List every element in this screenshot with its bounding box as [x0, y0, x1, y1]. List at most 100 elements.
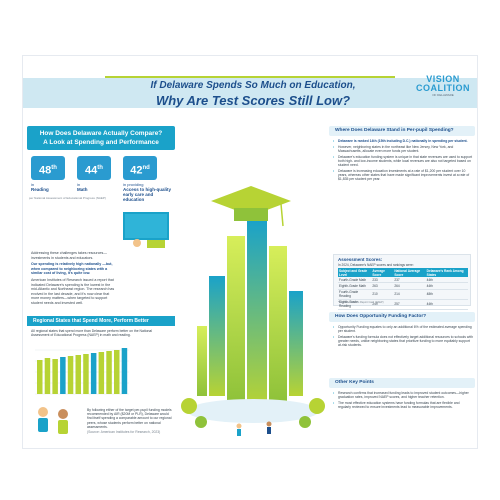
rank-math-suffix: th [97, 165, 103, 171]
regional-bar-chart [35, 348, 129, 395]
list-item: The most effective education systems hav… [333, 401, 473, 409]
list-item: Delaware is increasing education investm… [333, 169, 473, 182]
title-accent-line [105, 76, 395, 78]
table-row: Fourth-Grade Math 233 237 44th [338, 277, 468, 284]
rank-reading-suffix: th [51, 165, 57, 171]
child-head-2 [58, 409, 68, 419]
child-head [38, 407, 48, 417]
logo-line-3: OF DELAWARE [432, 93, 454, 97]
tree [181, 398, 197, 414]
vision-coalition-logo: VISION COALITION OF DELAWARE [416, 74, 470, 104]
child-body [38, 418, 48, 432]
naep-subtitle: In 2024, Delaware's NAEP scores and rank… [338, 263, 414, 267]
rank-early-care-suffix: nd [142, 165, 150, 171]
right-column: Where Does Delaware Stand in Per-pupil S… [329, 126, 475, 446]
cap-base [234, 208, 268, 221]
key-points-heading: Other Key Points [329, 378, 475, 388]
list-item: Research confirms that increased funding… [333, 391, 473, 399]
key-points-bullets: Research confirms that increased funding… [333, 391, 473, 411]
person [237, 429, 241, 436]
rank-reading-badge: 48th [31, 156, 65, 180]
regional-chart-text: All regional states that spend more than… [31, 329, 153, 338]
cap-board [211, 186, 291, 216]
chart-bar [121, 348, 128, 394]
person [266, 421, 272, 427]
children-illustration [38, 407, 68, 434]
logo-line-1: VISION [426, 74, 460, 84]
address-paragraph-2: Our spending is relatively high national… [31, 262, 113, 276]
table-header: Delaware's Rank Among States [425, 268, 468, 278]
people [236, 421, 272, 436]
chart-gridlines [35, 349, 129, 395]
list-item: Delaware's education funding system is u… [333, 155, 473, 168]
chart-bar [37, 360, 43, 394]
list-item: However, neighboring states in the north… [333, 145, 473, 153]
table-header: Subject and Grade Level [338, 268, 372, 278]
opportunity-funding-bullets: Opportunity Funding equates to only an a… [333, 325, 473, 349]
child-body-2 [58, 420, 68, 434]
table-header: National Average Score [393, 268, 426, 278]
person [267, 427, 271, 434]
per-pupil-heading: Where Does Delaware Stand in Per-pupil S… [329, 126, 475, 136]
table-header: Average Score [371, 268, 394, 278]
chalkboard-illustration [123, 212, 169, 248]
table-cell: 263 [371, 282, 394, 290]
table-cell: 44th [425, 282, 468, 290]
table-row: Eighth-Grade Reading 249 257 44th [338, 299, 468, 310]
table-cell: 257 [393, 299, 426, 310]
chart-bar [90, 353, 97, 394]
rank-early-care-value: 42 [130, 164, 143, 177]
student-figure [133, 239, 141, 247]
bottom-paragraph: By following either of the target per-pu… [87, 408, 172, 429]
rank-early-care-label: in providing Access to high-quality early… [123, 182, 173, 202]
chart-bar [44, 358, 51, 394]
tower [197, 326, 207, 396]
rank-early-care-badge: 42nd [123, 156, 157, 180]
address-paragraph-3: American Institutes of Research issued a… [31, 277, 115, 305]
rank-math-badge: 44th [77, 156, 111, 180]
list-item: Delaware's funding formula does not effe… [333, 335, 473, 348]
left-column: How Does Delaware Actually Compare? A Lo… [27, 126, 175, 446]
chart-bar [106, 351, 112, 394]
table-cell: Fourth-Grade Reading [338, 289, 372, 300]
infographic-poster: If Delaware Spends So Much on Education,… [22, 55, 478, 449]
regional-chart-banner: Regional States that Spend More, Perform… [27, 316, 175, 326]
table-cell: Eighth-Grade Math [338, 282, 372, 290]
tower [209, 276, 225, 396]
table-row: Eighth-Grade Math 263 264 44th [338, 282, 468, 290]
cap-tassel [280, 203, 284, 227]
table-cell: 249 [371, 299, 394, 310]
title-line-1: If Delaware Spends So Much on Education, [150, 80, 356, 91]
title-line-2: Why Are Test Scores Still Low? [155, 93, 351, 108]
list-item: Delaware is ranked 14th (15th including … [333, 139, 473, 143]
naep-note: *Sources: Nation's Report Card (NAEP) [338, 301, 384, 304]
graduation-cap-towers-illustration [181, 186, 325, 436]
rank-math-text: Math [77, 187, 88, 192]
bottom-source: (Source: American Institutes for Researc… [87, 430, 161, 435]
naep-title: Assessment Scores: [338, 257, 383, 262]
tower [289, 291, 303, 396]
rank-reading-value: 48 [39, 164, 52, 177]
title-band [23, 78, 477, 108]
chart-bar [114, 350, 120, 394]
ground-shadow [187, 399, 319, 423]
chart-bar [75, 355, 81, 394]
tower [247, 221, 267, 406]
address-text: Addressing these challenges takes resour… [31, 251, 117, 306]
naep-scores-box: Assessment Scores: In 2024, Delaware's N… [333, 254, 471, 310]
opportunity-funding-heading: How Does Opportunity Funding Factor? [329, 312, 475, 322]
bottom-text: By following either of the target per-pu… [87, 408, 173, 434]
trees [181, 398, 325, 428]
graduation-cap-icon [211, 186, 291, 227]
per-pupil-bullets: Delaware is ranked 14th (15th including … [333, 139, 473, 183]
compare-banner: How Does Delaware Actually Compare? A Lo… [27, 126, 175, 150]
table-cell: 44th [425, 277, 468, 284]
table-cell: 214 [393, 289, 426, 300]
desk [147, 240, 165, 248]
towers [197, 221, 303, 406]
rank-reading-text: Reading [31, 187, 49, 192]
person [236, 423, 242, 429]
rank-math-label: in Math [77, 182, 137, 192]
tree [299, 416, 311, 428]
rank-source-note: per National Assessment of Educational P… [29, 196, 106, 200]
